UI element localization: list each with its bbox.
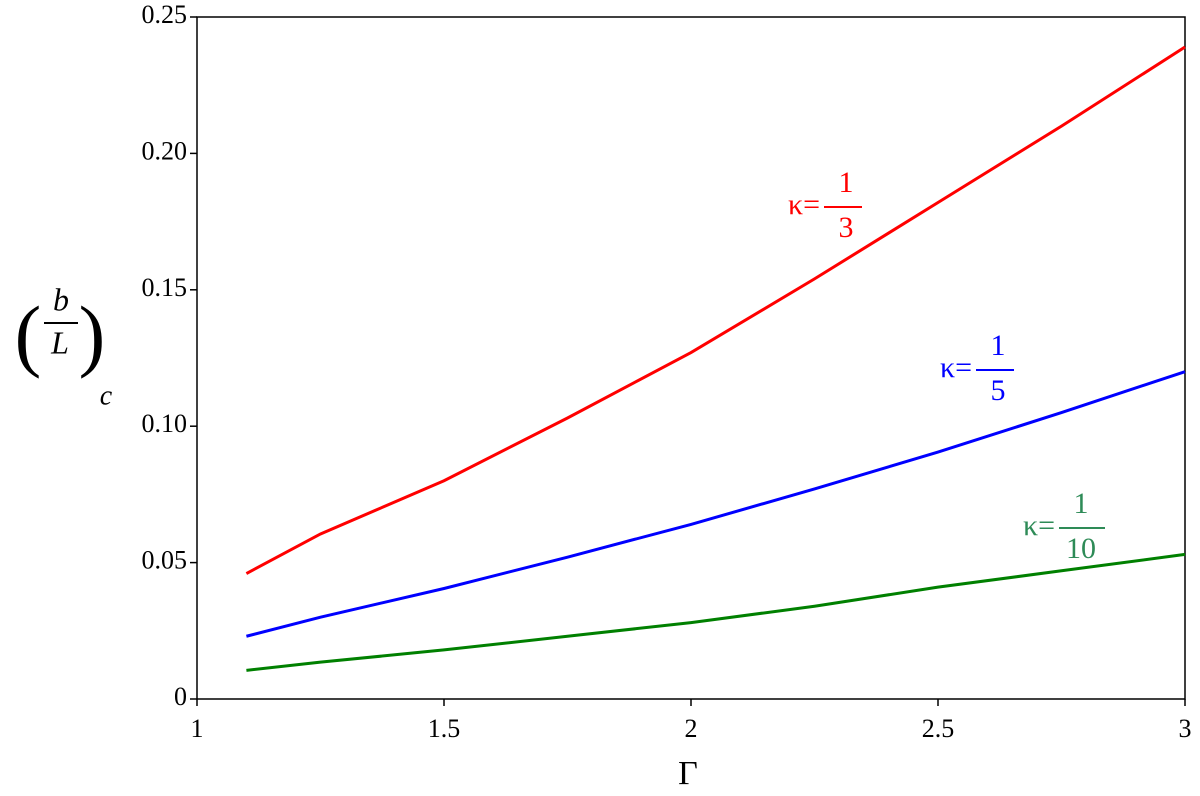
y-tick-label: 0.05 [142,546,188,575]
y-tick-label: 0.25 [142,0,188,29]
annotation-denominator: 5 [991,374,1006,407]
annotation: κ= 1 3 [788,166,862,244]
annotation-denominator: 3 [839,211,854,244]
y-label-denominator: L [50,324,69,360]
annotation-denominator: 10 [1066,532,1096,565]
annotation-text: κ= [1023,509,1055,542]
plot-frame [196,16,1186,700]
annotation-numerator: 1 [991,329,1006,362]
paren: ( [15,291,42,379]
series-line [246,370,1186,638]
x-tick-label: 1.5 [428,714,461,743]
paren: ) [79,291,106,379]
annotation-numerator: 1 [1074,487,1089,520]
annotation-text: κ= [940,351,972,384]
x-tick-label: 2.5 [922,714,955,743]
annotation: κ= 1 10 [1023,487,1105,565]
y-axis-label: ( b L ) c [15,281,113,411]
y-tick-label: 0.20 [142,136,188,165]
y-tick-label: 0.10 [142,409,188,438]
x-tick-label: 2 [685,714,698,743]
annotation: κ= 1 5 [940,329,1014,407]
series-line [246,552,1186,672]
series-line [245,45,1186,575]
x-axis-label: Γ [678,755,698,792]
y-tick-label: 0 [174,682,187,711]
x-tick-label: 1 [191,714,204,743]
x-tick-label: 3 [1179,714,1192,743]
y-tick-label: 0.15 [142,273,188,302]
annotation-text: κ= [788,188,820,221]
y-label-subscript: c [100,380,113,411]
annotation-numerator: 1 [839,166,854,199]
y-label-numerator: b [53,281,69,317]
